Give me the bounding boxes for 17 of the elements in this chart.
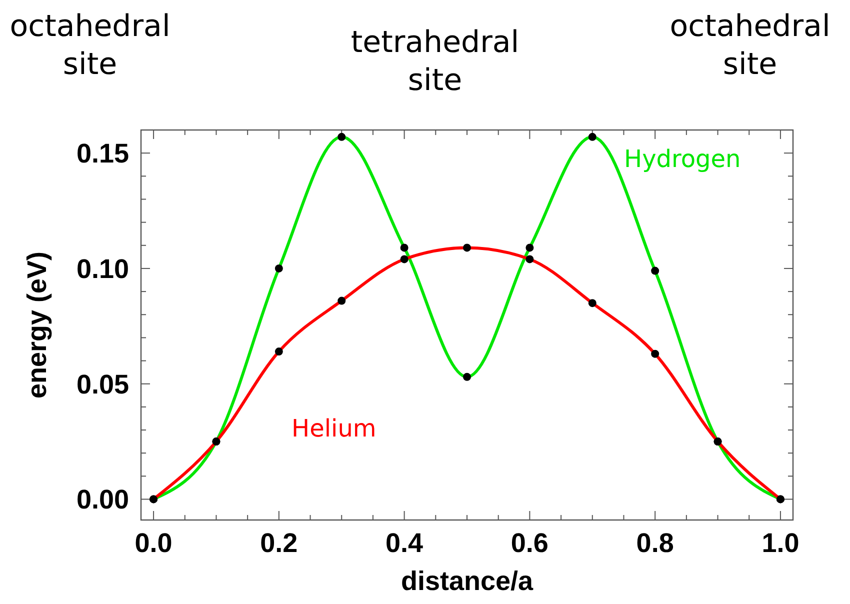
- x-axis-title: distance/a: [400, 566, 534, 596]
- y-tick-label: 0.15: [76, 138, 129, 169]
- text: octahedral site: [670, 9, 830, 82]
- y-tick-label: 0.10: [76, 254, 129, 284]
- y-axis-title: energy (eV): [22, 251, 52, 399]
- x-tick-label: 1.0: [762, 528, 800, 558]
- x-tick-label: 0.6: [510, 528, 548, 558]
- series-label: Hydrogen: [624, 144, 741, 173]
- x-tick-label: 0.2: [260, 528, 298, 558]
- x-tick-label: 0.0: [134, 528, 172, 558]
- text: tetrahedral site: [350, 25, 520, 98]
- y-tick-label: 0.00: [76, 484, 129, 515]
- x-tick-label: 0.4: [386, 528, 424, 558]
- x-tick-label: 0.8: [636, 528, 674, 558]
- series-label: Helium: [292, 414, 376, 443]
- y-tick-label: 0.05: [76, 369, 129, 400]
- text: octahedral site: [10, 9, 170, 82]
